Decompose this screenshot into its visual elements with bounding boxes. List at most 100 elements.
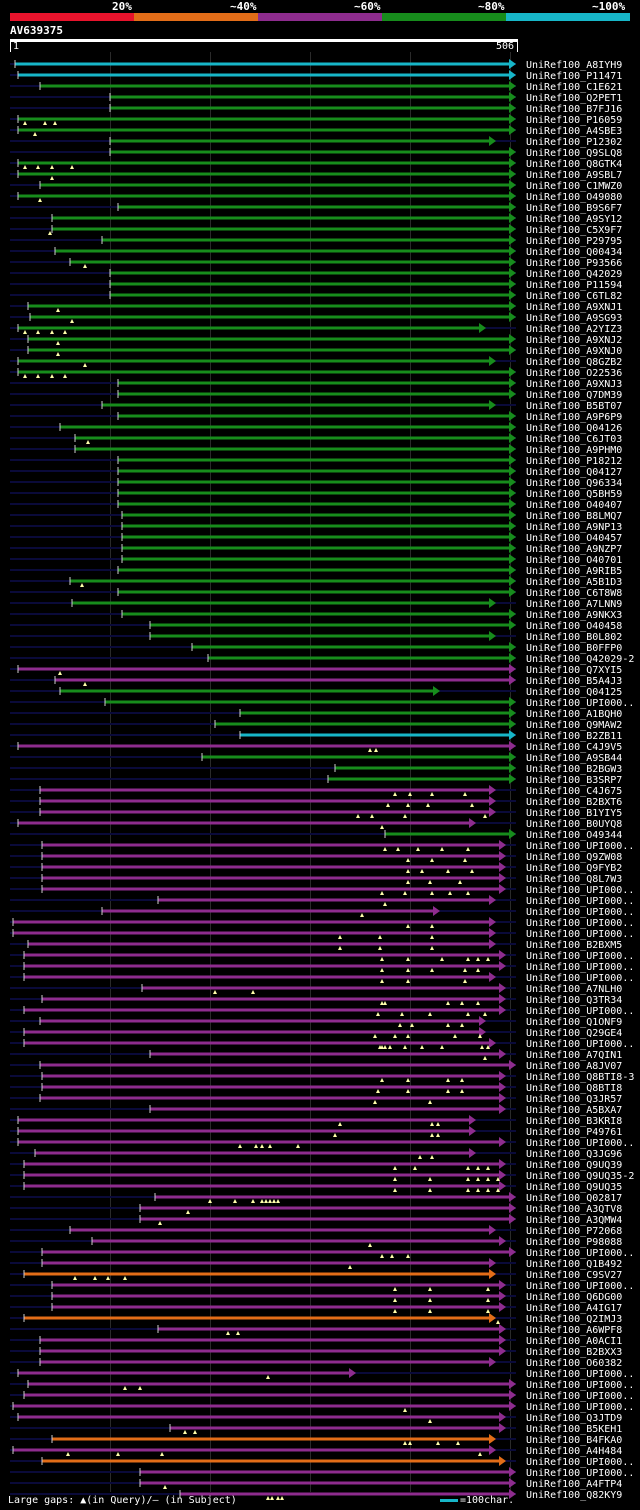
hit-row[interactable]: UniRef100_B2BXX3 <box>10 1346 622 1358</box>
hit-row[interactable]: UniRef100_A3QTV8 <box>10 1203 622 1215</box>
hit-row[interactable]: UniRef100_C9SV27 <box>10 1269 622 1281</box>
hit-row[interactable]: UniRef100_Q42029 <box>10 268 622 280</box>
hit-row[interactable]: UniRef100_UPI000.. <box>10 1280 634 1292</box>
hit-row[interactable]: UniRef100_O22536 <box>10 367 622 379</box>
hit-row[interactable]: UniRef100_B1YIY5 <box>10 807 622 819</box>
hit-row[interactable]: UniRef100_O49344 <box>10 829 622 841</box>
hit-row[interactable]: UniRef100_Q7DM39 <box>10 389 622 401</box>
hit-row[interactable]: UniRef100_C1MWZ0 <box>10 180 622 192</box>
hit-row[interactable]: UniRef100_A9RIB5 <box>10 565 622 577</box>
hit-row[interactable]: UniRef100_C4J9V5 <box>10 741 622 753</box>
hit-row[interactable]: UniRef100_Q5BH59 <box>10 488 622 500</box>
hit-row[interactable]: UniRef100_A9SB44 <box>10 752 622 764</box>
hit-row[interactable]: UniRef100_UPI000.. <box>10 1005 634 1017</box>
hit-row[interactable]: UniRef100_Q2PET1 <box>10 92 622 104</box>
hit-row[interactable]: UniRef100_Q9MAW2 <box>10 719 622 731</box>
hit-row[interactable]: UniRef100_P11471 <box>10 70 622 82</box>
hit-row[interactable]: UniRef100_C5X9F7 <box>10 224 622 236</box>
hit-row[interactable]: UniRef100_Q3TR34 <box>10 994 622 1006</box>
hit-row[interactable]: UniRef100_UPI000.. <box>10 1401 634 1413</box>
hit-row[interactable]: UniRef100_B2BGW3 <box>10 763 622 775</box>
hit-row[interactable]: UniRef100_B7FJ16 <box>10 103 622 115</box>
hit-row[interactable]: UniRef100_Q8GTK4 <box>10 158 622 170</box>
hit-row[interactable]: UniRef100_A9SBL7 <box>10 169 622 181</box>
hit-row[interactable]: UniRef100_Q6DG00 <box>10 1291 622 1303</box>
hit-row[interactable]: UniRef100_Q9UQ35-2 <box>10 1170 634 1182</box>
hit-row[interactable]: UniRef100_P12302 <box>10 136 622 148</box>
hit-row[interactable]: UniRef100_UPI000.. <box>10 950 634 962</box>
hit-row[interactable]: UniRef100_A9NZP7 <box>10 543 622 555</box>
hit-row[interactable]: UniRef100_Q96334 <box>10 477 622 489</box>
hit-row[interactable]: UniRef100_A7LNN9 <box>10 598 622 610</box>
hit-row[interactable]: UniRef100_C6JT03 <box>10 433 622 445</box>
hit-row[interactable]: UniRef100_A7NLH0 <box>10 983 622 995</box>
hit-row[interactable]: UniRef100_Q8BTI8 <box>10 1082 622 1094</box>
hit-row[interactable]: UniRef100_Q1B492 <box>10 1258 622 1270</box>
hit-row[interactable]: UniRef100_Q7XYI5 <box>10 664 622 676</box>
hit-row[interactable]: UniRef100_UPI000.. <box>10 917 634 929</box>
hit-row[interactable]: UniRef100_B4FKA0 <box>10 1434 622 1446</box>
hit-row[interactable]: UniRef100_P29795 <box>10 235 622 247</box>
hit-row[interactable]: UniRef100_Q2IMJ3 <box>10 1313 622 1325</box>
hit-row[interactable]: UniRef100_C4J675 <box>10 785 622 797</box>
hit-row[interactable]: UniRef100_Q04127 <box>10 466 622 478</box>
hit-row[interactable]: UniRef100_A9SY12 <box>10 213 622 225</box>
hit-row[interactable]: UniRef100_Q00434 <box>10 246 622 258</box>
hit-row[interactable]: UniRef100_A3QMW4 <box>10 1214 622 1226</box>
hit-row[interactable]: UniRef100_UPI000.. <box>10 840 634 852</box>
hit-row[interactable]: UniRef100_O40407 <box>10 499 622 511</box>
hit-row[interactable]: UniRef100_Q1ONF9 <box>10 1016 622 1028</box>
hit-row[interactable]: UniRef100_A7QIN1 <box>10 1049 622 1061</box>
hit-row[interactable]: UniRef100_Q8BTI8-3 <box>10 1071 634 1083</box>
hit-row[interactable]: UniRef100_UPI000.. <box>10 697 634 709</box>
hit-row[interactable]: UniRef100_A4FTP4 <box>10 1478 622 1490</box>
hit-row[interactable]: UniRef100_A4SBE3 <box>10 125 622 137</box>
hit-row[interactable]: UniRef100_Q29GE4 <box>10 1027 622 1039</box>
hit-row[interactable]: UniRef100_UPI000.. <box>10 1247 634 1259</box>
hit-row[interactable]: UniRef100_UPI000.. <box>10 1456 634 1468</box>
hit-row[interactable]: UniRef100_A8IYH9 <box>10 59 622 71</box>
hit-row[interactable]: UniRef100_A9SG93 <box>10 312 622 324</box>
hit-row[interactable]: UniRef100_Q9SLQ8 <box>10 147 622 159</box>
hit-row[interactable]: UniRef100_P98088 <box>10 1236 622 1248</box>
hit-row[interactable]: UniRef100_B0L802 <box>10 631 622 643</box>
hit-row[interactable]: UniRef100_P49761 <box>10 1126 622 1138</box>
hit-row[interactable]: UniRef100_A1BQH0 <box>10 708 622 720</box>
hit-row[interactable]: UniRef100_UPI000.. <box>10 1368 634 1380</box>
hit-row[interactable]: UniRef100_A0ACI1 <box>10 1335 622 1347</box>
hit-row[interactable]: UniRef100_B2BXM5 <box>10 939 622 951</box>
hit-row[interactable]: UniRef100_P18212 <box>10 455 622 467</box>
hit-row[interactable]: UniRef100_UPI000.. <box>10 928 634 940</box>
hit-row[interactable]: UniRef100_P16059 <box>10 114 622 126</box>
hit-row[interactable]: UniRef100_B8LMQ7 <box>10 510 622 522</box>
hit-row[interactable]: UniRef100_B5KEH1 <box>10 1423 622 1435</box>
hit-row[interactable]: UniRef100_O40701 <box>10 554 622 566</box>
hit-row[interactable]: UniRef100_Q3JR57 <box>10 1093 622 1105</box>
hit-row[interactable]: UniRef100_Q82KY9 <box>10 1489 622 1501</box>
hit-row[interactable]: UniRef100_C1E621 <box>10 81 622 93</box>
hit-row[interactable]: UniRef100_Q8GZB2 <box>10 356 622 368</box>
hit-row[interactable]: UniRef100_B3KRI8 <box>10 1115 622 1127</box>
hit-row[interactable]: UniRef100_B2ZB11 <box>10 730 622 742</box>
hit-row[interactable]: UniRef100_UPI000.. <box>10 895 634 907</box>
hit-row[interactable]: UniRef100_A9NKX3 <box>10 609 622 621</box>
hit-row[interactable]: UniRef100_O40457 <box>10 532 622 544</box>
hit-row[interactable]: UniRef100_Q04125 <box>10 686 622 698</box>
hit-row[interactable]: UniRef100_A8JV07 <box>10 1060 622 1072</box>
hit-row[interactable]: UniRef100_Q3JG96 <box>10 1148 622 1160</box>
hit-row[interactable]: UniRef100_A9XNJ0 <box>10 345 622 357</box>
hit-row[interactable]: UniRef100_UPI000.. <box>10 1390 634 1402</box>
hit-row[interactable]: UniRef100_Q9FYB2 <box>10 862 622 874</box>
hit-row[interactable]: UniRef100_B9S6F7 <box>10 202 622 214</box>
hit-row[interactable]: UniRef100_UPI000.. <box>10 884 634 896</box>
hit-row[interactable]: UniRef100_P93566 <box>10 257 622 269</box>
hit-row[interactable]: UniRef100_Q04126 <box>10 422 622 434</box>
hit-row[interactable]: UniRef100_O40458 <box>10 620 622 632</box>
hit-row[interactable]: UniRef100_UPI000.. <box>10 961 634 973</box>
hit-row[interactable]: UniRef100_B3SRP7 <box>10 774 622 786</box>
hit-row[interactable]: UniRef100_B5A4J3 <box>10 675 622 687</box>
hit-row[interactable]: UniRef100_Q8L7W3 <box>10 873 622 885</box>
hit-row[interactable]: UniRef100_Q9ZW08 <box>10 851 622 863</box>
hit-row[interactable]: UniRef100_Q02817 <box>10 1192 622 1204</box>
hit-row[interactable]: UniRef100_B0UYQ8 <box>10 818 622 830</box>
